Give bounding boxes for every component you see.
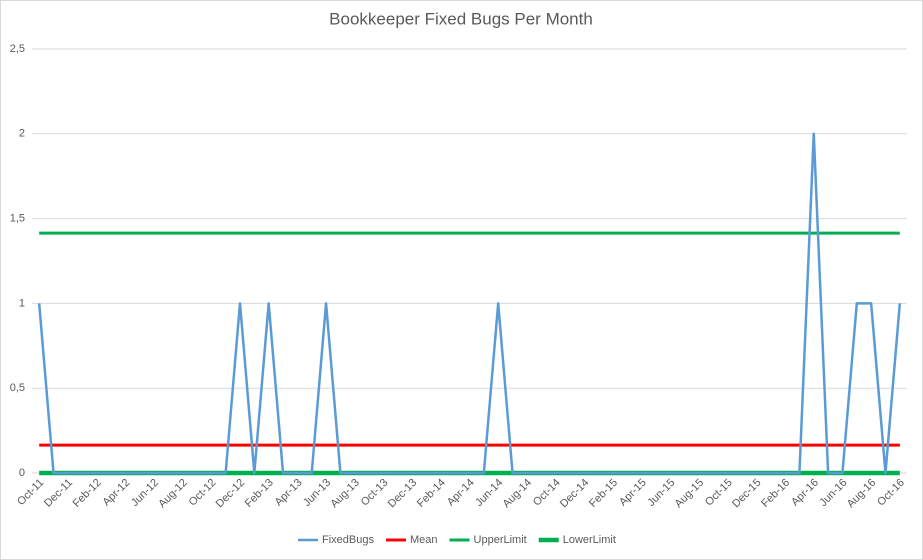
- legend-label: UpperLimit: [474, 534, 527, 546]
- legend-label: FixedBugs: [322, 534, 374, 546]
- chart-title: Bookkeeper Fixed Bugs Per Month: [329, 9, 593, 28]
- y-tick-label: 0: [19, 467, 25, 479]
- y-tick-label: 2,5: [10, 43, 25, 55]
- legend-label: Mean: [410, 534, 438, 546]
- legend-label: LowerLimit: [563, 534, 616, 546]
- y-tick-label: 0,5: [10, 382, 25, 394]
- y-tick-label: 1,5: [10, 213, 25, 225]
- y-tick-label: 2: [19, 128, 25, 140]
- y-tick-label: 1: [19, 297, 25, 309]
- data-line: [37, 132, 902, 475]
